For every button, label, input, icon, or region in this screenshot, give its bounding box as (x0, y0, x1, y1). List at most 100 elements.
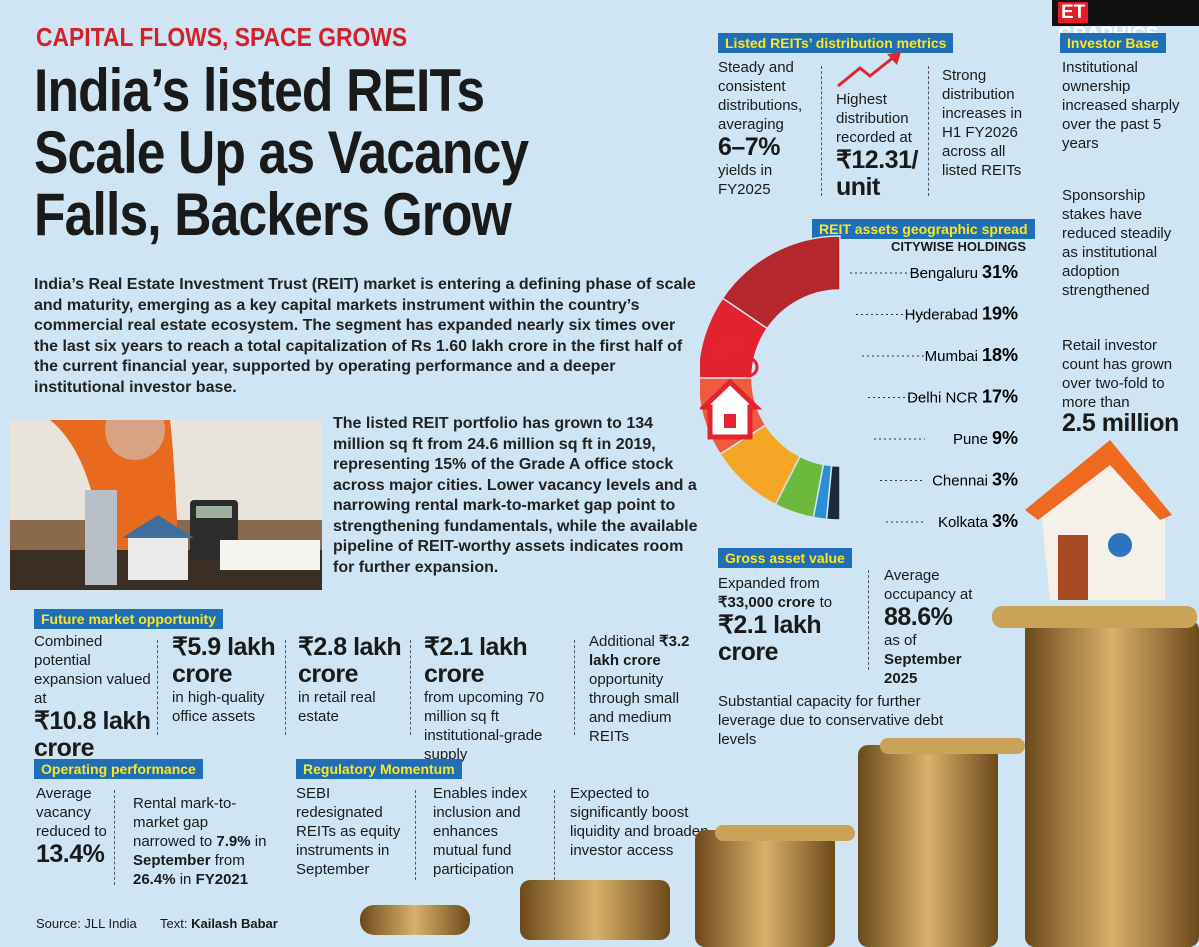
text: Average vacancy reduced to (36, 785, 107, 840)
city-label: Hyderabad 19% (905, 304, 1018, 324)
text-bold: ₹2.1 lakh crore (718, 611, 822, 666)
text: Additional (589, 633, 655, 650)
text: Highest distribution recorded at (836, 91, 912, 146)
headline-line: India’s listed REITs (34, 57, 485, 124)
city-name: Delhi NCR (907, 390, 978, 407)
opportunity-text: from upcoming 70 million sq ft instituti… (424, 689, 545, 763)
credit-label: Text: (160, 916, 188, 931)
text: yields in FY2025 (718, 162, 773, 198)
city-name: Mumbai (925, 348, 978, 365)
text-bold: 26.4% (133, 871, 176, 888)
investor-item: Sponsorship stakes have reduced steadily… (1062, 187, 1172, 299)
regulatory-item: SEBI redesignated REITs as equity instru… (296, 785, 401, 878)
text: Steady and consistent distributions, ave… (718, 59, 803, 133)
section-label: Gross asset value (718, 548, 852, 568)
opportunity: ₹5.9 lakh crore in high-quality office a… (172, 634, 290, 726)
investor-highlight: 2.5 million (1062, 409, 1179, 437)
distribution-col: Highest distribution recorded at ₹12.31/… (836, 90, 931, 201)
donut-segment (825, 464, 841, 521)
city-name: Kolkata (938, 514, 989, 531)
headline-line: Scale Up as Vacancy (34, 119, 529, 186)
investor-item: Retail investor count has grown over two… (1062, 337, 1173, 411)
text: as of (884, 632, 917, 649)
city-label: Pune 9% (953, 428, 1018, 448)
coins-illustration (360, 440, 1199, 947)
text: in (254, 833, 267, 850)
gross-occupancy: Average occupancy at 88.6% as of Septemb… (884, 566, 979, 688)
city-name: Hyderabad (905, 307, 978, 324)
opportunity: ₹2.8 lakh crore in retail real estate (298, 634, 408, 726)
regulatory-item: Expected to significantly boost liquidit… (570, 785, 709, 859)
text-bold: ₹12.31/ unit (836, 146, 918, 201)
text: Expanded from (718, 575, 820, 592)
text: to (819, 594, 833, 611)
city-share: 9% (992, 428, 1018, 448)
text-bold: FY2021 (195, 871, 249, 888)
section-label: Operating performance (34, 759, 203, 779)
intro: India’s Real Estate Investment Trust (RE… (34, 276, 696, 396)
leverage: Substantial capacity for further leverag… (718, 693, 944, 748)
opportunity-text: in retail real estate (298, 689, 376, 725)
office-photo (10, 420, 322, 590)
combined-value: ₹10.8 lakh crore (34, 707, 151, 762)
headline-line: Falls, Backers Grow (34, 181, 512, 248)
headline: India’s listed REITs Scale Up as Vacancy… (34, 60, 754, 246)
city-label: Kolkata 3% (938, 511, 1018, 531)
rental: Rental mark-to-market gap narrowed to 7.… (133, 794, 268, 889)
regulatory-item: Enables index inclusion and enhances mut… (433, 785, 528, 878)
text-bold: September 2025 (884, 651, 962, 687)
vacancy: Average vacancy reduced to 13.4% (36, 784, 116, 868)
city-name: Chennai (932, 473, 988, 490)
city-share: 18% (982, 345, 1018, 365)
gross-expanded: Expanded from ₹33,000 crore to ₹2.1 lakh… (718, 574, 868, 666)
section-label: Investor Base (1060, 33, 1166, 53)
brand-et: ET (1058, 2, 1089, 23)
city-label: Mumbai 18% (925, 345, 1018, 365)
source: Source: JLL India (36, 916, 137, 931)
city-name: Bengaluru (910, 265, 978, 282)
city-share: 3% (992, 470, 1018, 490)
portfolio-text: The listed REIT portfolio has grown to 1… (333, 415, 698, 576)
combined: Combined potential expansion valued at ₹… (34, 632, 152, 762)
text: from (214, 852, 245, 869)
city-name: Pune (953, 431, 988, 448)
opportunity-value: ₹2.1 lakh crore (424, 633, 528, 688)
arrow-icon (837, 52, 901, 88)
kicker: CAPITAL FLOWS, SPACE GROWS (36, 22, 408, 52)
geo-subtitle: CITYWISE HOLDINGS (891, 239, 1027, 254)
city-label: Delhi NCR 17% (907, 387, 1018, 407)
city-share: 3% (992, 511, 1018, 531)
text-bold: 88.6% (884, 603, 953, 631)
text-bold: September (133, 852, 211, 869)
donut-chart: Bengaluru 31% Hyderabad 19% Mumbai 18% Delhi N… (700, 235, 1018, 531)
credit: Text: Kailash Babar (160, 916, 278, 931)
text: Average occupancy at (884, 567, 973, 603)
text-bold: 7.9% (216, 833, 251, 850)
opportunity-value: ₹5.9 lakh crore (172, 633, 276, 688)
distribution-col: Steady and consistent distributions, ave… (718, 58, 818, 199)
text: Rental mark-to-market gap narrowed to (133, 795, 237, 850)
key-house-icon (700, 332, 763, 440)
text-bold: ₹3.2 lakh crore (589, 633, 690, 669)
opportunity: ₹2.1 lakh crore from upcoming 70 million… (424, 634, 564, 764)
text-bold: 13.4% (36, 840, 105, 868)
opportunity-text: in high-quality office assets (172, 689, 265, 725)
city-share: 31% (982, 262, 1018, 282)
distribution-col: Strong distribution increases in H1 FY20… (942, 67, 1023, 179)
text: opportunity through small and medium REI… (589, 671, 680, 745)
city-label: Bengaluru 31% (910, 262, 1018, 282)
credit-author: Kailash Babar (191, 916, 278, 931)
section-label: Future market opportunity (34, 609, 224, 629)
text-bold: ₹33,000 crore (718, 594, 816, 611)
combined-text: Combined potential expansion valued at (34, 633, 151, 707)
city-label: Chennai 3% (932, 470, 1018, 490)
text-bold: 6–7% (718, 133, 780, 161)
additional: Additional ₹3.2 lakh crore opportunity t… (589, 632, 699, 746)
city-share: 17% (982, 387, 1018, 407)
section-label: Regulatory Momentum (296, 759, 462, 779)
city-share: 19% (982, 304, 1018, 324)
section-label: Listed REITs’ distribution metrics (718, 33, 954, 53)
investor-item: Institutional ownership increased sharpl… (1062, 59, 1180, 152)
section-label: REIT assets geographic spread (812, 219, 1035, 239)
